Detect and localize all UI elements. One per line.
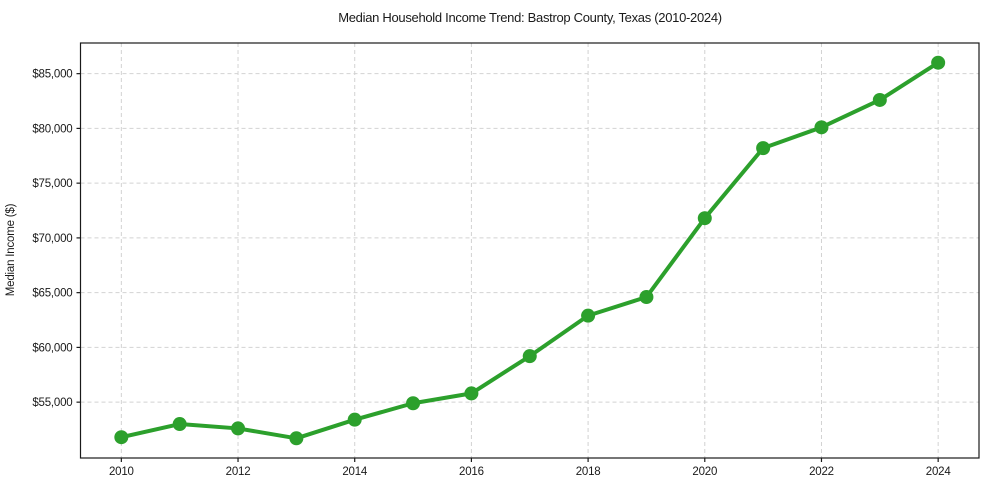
data-point [639, 290, 654, 305]
data-point [406, 396, 421, 411]
y-tick-label: $75,000 [32, 178, 72, 190]
y-tick-label: $60,000 [32, 342, 72, 354]
chart-title: Median Household Income Trend: Bastrop C… [338, 10, 722, 25]
tick-label-layer: 2010 2012 2014 2016 2018 2020 2022 2024 $55,000 $… [32, 69, 951, 478]
data-point [814, 120, 829, 135]
tick-layer [76, 73, 939, 462]
data-point [697, 211, 712, 226]
data-point [347, 412, 362, 427]
y-tick-label: $85,000 [32, 69, 72, 81]
data-point [931, 55, 946, 70]
grid-layer [80, 43, 979, 458]
x-tick-label: 2016 [459, 466, 484, 478]
y-tick-label: $70,000 [32, 233, 72, 245]
y-axis-label: Median Income ($) [5, 203, 17, 296]
data-point [464, 386, 479, 401]
data-point [872, 92, 887, 107]
data-point [522, 349, 537, 364]
x-tick-label: 2024 [926, 466, 952, 478]
x-tick-label: 2012 [226, 466, 251, 478]
x-tick-label: 2014 [342, 466, 368, 478]
data-point [231, 421, 246, 436]
plot-border [79, 42, 980, 459]
data-point [289, 431, 304, 446]
x-tick-label: 2020 [692, 466, 717, 478]
y-tick-label: $55,000 [32, 397, 72, 409]
data-point [581, 308, 596, 323]
data-point [756, 141, 771, 156]
x-tick-label: 2010 [109, 466, 134, 478]
data-point [172, 417, 187, 432]
data-point [114, 430, 129, 445]
y-tick-label: $65,000 [32, 288, 72, 300]
trend-line [119, 60, 941, 441]
x-tick-label: 2022 [809, 466, 834, 478]
series-layer [114, 55, 946, 446]
x-tick-label: 2018 [576, 466, 601, 478]
y-tick-label: $80,000 [32, 123, 72, 135]
